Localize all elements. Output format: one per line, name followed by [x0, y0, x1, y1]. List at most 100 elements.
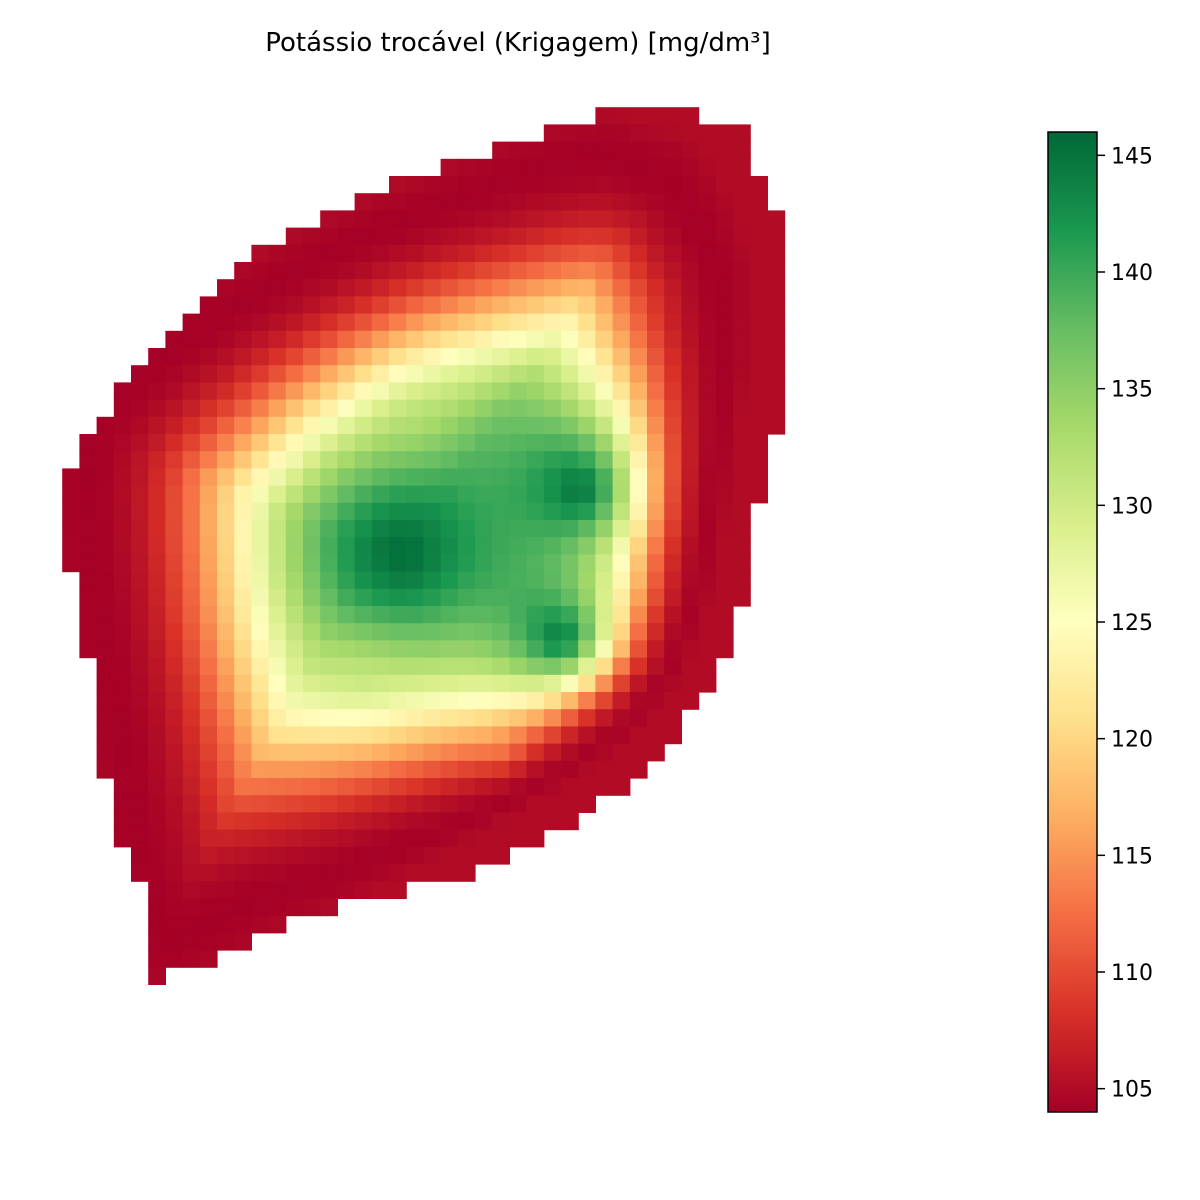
heatmap-cell: [543, 537, 562, 555]
heatmap-cell: [698, 124, 717, 143]
heatmap-cell: [354, 210, 373, 229]
heatmap-cell: [578, 176, 596, 194]
heatmap-cell: [389, 778, 407, 796]
heatmap-cell: [389, 279, 407, 297]
heatmap-cell: [268, 778, 287, 796]
heatmap-cell: [492, 210, 510, 229]
heatmap-cell: [113, 434, 132, 452]
heatmap-cell: [612, 571, 631, 590]
heatmap-cell: [148, 846, 166, 865]
heatmap-cell: [217, 502, 235, 521]
heatmap-cell: [457, 640, 476, 659]
heatmap-cell: [492, 262, 510, 280]
heatmap-cell: [578, 657, 596, 676]
heatmap-cell: [578, 674, 596, 693]
heatmap-cell: [234, 554, 252, 573]
heatmap-cell: [285, 434, 304, 452]
heatmap-cell: [457, 210, 476, 229]
heatmap-cell: [354, 416, 373, 435]
heatmap-cell: [767, 399, 786, 418]
heatmap-cell: [268, 692, 287, 710]
heatmap-cell: [371, 795, 390, 813]
heatmap-cell: [664, 296, 682, 315]
heatmap-cell: [148, 760, 166, 779]
heatmap-cell: [561, 244, 579, 263]
heatmap-cell: [320, 279, 338, 297]
heatmap-cell: [492, 640, 510, 659]
heatmap-cell: [199, 950, 218, 968]
heatmap-cell: [285, 692, 304, 710]
heatmap-cell: [285, 451, 304, 469]
heatmap-cell: [475, 846, 493, 865]
heatmap-cell: [561, 468, 579, 487]
heatmap-cell: [750, 382, 768, 401]
heatmap-cell: [423, 554, 442, 573]
heatmap-cell: [337, 537, 356, 555]
heatmap-cell: [440, 726, 459, 745]
heatmap-cell: [509, 399, 528, 418]
heatmap-cell: [423, 399, 442, 418]
heatmap-cell: [543, 657, 562, 676]
heatmap-cell: [165, 778, 184, 796]
heatmap-cell: [492, 657, 510, 676]
heatmap-cell: [457, 520, 476, 538]
heatmap-cell: [268, 485, 287, 504]
heatmap-cell: [148, 709, 166, 727]
heatmap-cell: [578, 485, 596, 504]
heatmap-cell: [199, 674, 218, 693]
heatmap-cell: [406, 795, 424, 813]
heatmap-cell: [578, 244, 596, 263]
heatmap-cell: [561, 210, 579, 229]
heatmap-cell: [595, 520, 614, 538]
heatmap-cell: [715, 141, 734, 160]
heatmap-cell: [199, 743, 218, 762]
heatmap-cell: [543, 399, 562, 418]
heatmap-cell: [526, 382, 545, 401]
heatmap-cell: [423, 640, 442, 659]
heatmap-cell: [715, 502, 734, 521]
heatmap-cell: [285, 296, 304, 315]
heatmap-cell: [578, 640, 596, 659]
heatmap-cell: [475, 348, 493, 366]
heatmap-cell: [303, 244, 321, 263]
heatmap-cell: [698, 554, 717, 573]
heatmap-cell: [131, 588, 149, 607]
heatmap-cell: [715, 227, 734, 246]
heatmap-cell: [629, 606, 648, 624]
heatmap-cell: [148, 674, 166, 693]
heatmap-cell: [578, 726, 596, 745]
heatmap-cell: [303, 726, 321, 745]
heatmap-cell: [475, 365, 493, 383]
heatmap-cell: [148, 623, 166, 641]
heatmap-cell: [199, 640, 218, 659]
heatmap-cell: [217, 330, 235, 349]
heatmap-cell: [371, 365, 390, 383]
heatmap-cell: [320, 760, 338, 779]
heatmap-cell: [526, 348, 545, 366]
heatmap-cell: [612, 520, 631, 538]
heatmap-cell: [509, 348, 528, 366]
heatmap-cell: [475, 726, 493, 745]
heatmap-cell: [251, 468, 270, 487]
heatmap-cell: [337, 520, 356, 538]
heatmap-cell: [440, 795, 459, 813]
heatmap-cell: [217, 485, 235, 504]
heatmap-cell: [561, 434, 579, 452]
heatmap-cell: [475, 623, 493, 641]
heatmap-cell: [578, 588, 596, 607]
heatmap-cell: [526, 416, 545, 435]
heatmap-cell: [440, 743, 459, 762]
heatmap-cell: [337, 451, 356, 469]
heatmap-cell: [423, 846, 442, 865]
heatmap-cell: [457, 829, 476, 848]
heatmap-cell: [629, 313, 648, 332]
heatmap-cell: [131, 640, 149, 659]
heatmap-cell: [148, 451, 166, 469]
heatmap-cell: [457, 399, 476, 418]
heatmap-cell: [320, 416, 338, 435]
heatmap-cell: [199, 657, 218, 676]
heatmap-cell: [96, 709, 115, 727]
heatmap-cell: [561, 571, 579, 590]
heatmap-cell: [406, 262, 424, 280]
heatmap-cell: [354, 382, 373, 401]
